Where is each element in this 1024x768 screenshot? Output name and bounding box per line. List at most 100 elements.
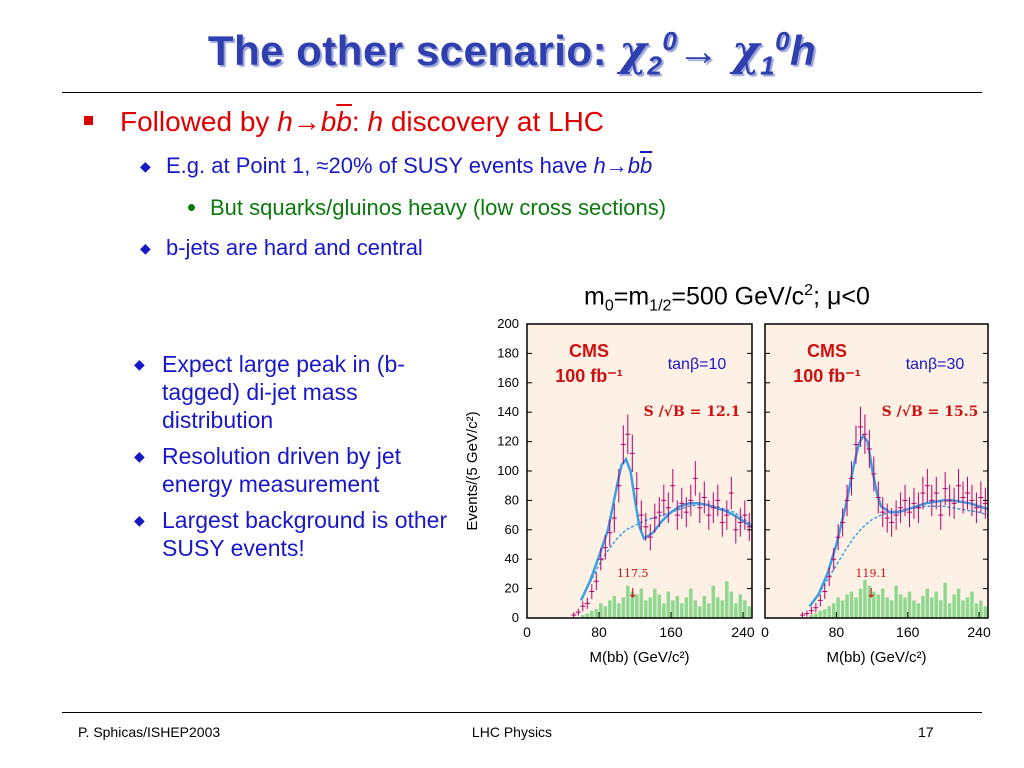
bullet-2-arrow: → — [605, 153, 628, 178]
luminosity-label: 100 fb⁻¹ — [555, 366, 623, 386]
histogram-bar — [693, 600, 698, 618]
x-axis-label: M(bb) (GeV/c²) — [589, 649, 689, 666]
title-sup-0b: 0 — [775, 26, 791, 56]
title-sub-1: 1 — [760, 50, 776, 81]
slide-title: The other scenario: χ20→ χ10h — [0, 26, 1024, 81]
tanbeta-label: tanβ=10 — [668, 356, 727, 373]
chart-heading: m0=m1/2=500 GeV/c2; μ<0 — [584, 282, 870, 315]
histogram-bar — [930, 597, 934, 618]
histogram-bar — [734, 603, 738, 618]
histogram-bar — [854, 597, 858, 618]
y-axis-label: Events/(5 GeV/c²) — [464, 411, 481, 530]
bullet-2-b: b — [627, 153, 640, 178]
title-chi-2: χ — [731, 26, 761, 75]
significance-label: S /√B = 15.5 — [882, 404, 979, 420]
left-bullet-list: ◆ Expect large peak in (b-tagged) di-jet … — [134, 350, 472, 570]
cms-label: CMS — [569, 341, 609, 361]
histogram-bar — [925, 588, 930, 618]
bullet-2-text: E.g. at Point 1, ≈20% of SUSY events hav… — [166, 153, 594, 178]
histogram-bar — [907, 591, 912, 618]
histogram-bar — [644, 600, 648, 618]
histogram-bar — [716, 597, 720, 618]
histogram-bar — [585, 613, 590, 618]
peak-arrow-icon: ↓ — [866, 586, 877, 601]
x-tick-label: 240 — [967, 624, 991, 640]
cms-label: CMS — [807, 341, 847, 361]
y-tick-label: 60 — [505, 522, 519, 537]
y-tick-label: 0 — [512, 610, 519, 625]
bullet-1: Followed by h→bb: h discovery at LHC — [84, 106, 604, 138]
histogram-bar — [916, 603, 921, 618]
histogram-bar — [747, 606, 752, 618]
footer-center: LHC Physics — [471, 724, 553, 740]
bullet-2-bbar: b — [639, 153, 653, 178]
title-sup-0a: 0 — [662, 26, 678, 56]
diamond-bullet-icon: ◆ — [134, 512, 145, 528]
bullet-1-colon: : — [351, 106, 368, 137]
histogram-bar — [867, 585, 872, 618]
left-item-3: ◆ Largest background is other SUSY events… — [134, 506, 472, 562]
signal-fit-curve — [579, 456, 753, 601]
peak-mass-label: 119.1 — [855, 567, 887, 580]
peak-arrow-icon: ↓ — [627, 586, 638, 601]
left-item-2: ◆ Resolution driven by jet energy measure… — [134, 442, 472, 498]
histogram-bar — [809, 615, 814, 618]
histogram-bar — [671, 600, 675, 618]
histogram-bar — [675, 595, 680, 618]
histogram-bar — [894, 585, 898, 618]
histogram-bar — [689, 588, 693, 618]
histogram-bar — [863, 579, 867, 618]
histogram-bar — [956, 588, 961, 618]
title-sub-2: 2 — [647, 50, 663, 81]
footer-rule — [62, 712, 982, 713]
y-tick-label: 20 — [505, 581, 519, 596]
title-arrow: → — [677, 27, 732, 74]
histogram-bar — [952, 594, 956, 618]
histogram-bar — [979, 600, 983, 618]
histogram-bar — [707, 603, 711, 618]
histogram-bar — [934, 591, 938, 618]
histogram-bar — [662, 603, 666, 618]
heading-tail: ; μ<0 — [813, 282, 870, 311]
title-rule — [62, 92, 982, 93]
histogram-bar — [603, 606, 608, 618]
bullet-1-arrow: → — [292, 106, 321, 137]
y-tick-label: 160 — [497, 375, 519, 390]
bullet-3-text: But squarks/gluinos heavy (low cross sec… — [210, 195, 667, 220]
histogram-bar — [840, 600, 845, 618]
histogram-bar — [974, 603, 979, 618]
x-tick-label: 160 — [659, 624, 683, 640]
heading-m: m — [584, 282, 605, 311]
histogram-bar — [720, 600, 725, 618]
x-tick-label: 80 — [829, 624, 845, 640]
footer-page-number: 17 — [918, 724, 934, 740]
histogram-bar — [612, 595, 617, 618]
bullet-1-h2: h — [367, 106, 384, 137]
histogram-bar — [599, 603, 603, 618]
y-tick-label: 200 — [497, 316, 519, 331]
bullet-4: ◆ b-jets are hard and central — [140, 235, 423, 261]
histogram-bar — [818, 610, 823, 618]
y-tick-label: 120 — [497, 434, 519, 449]
histogram-bar — [626, 585, 630, 618]
diamond-bullet-icon: ◆ — [140, 158, 151, 174]
histogram-bar — [876, 594, 881, 618]
histogram-bar — [849, 591, 854, 618]
heading-sub-0: 0 — [604, 297, 614, 315]
bullet-3: But squarks/gluinos heavy (low cross sec… — [188, 195, 667, 221]
left-item-text: Resolution driven by jet energy measurem… — [162, 443, 402, 497]
histogram-bar — [885, 597, 889, 618]
histogram-bar — [639, 588, 644, 618]
histogram-bar — [970, 591, 974, 618]
heading-sup-2: 2 — [804, 282, 814, 299]
y-tick-label: 80 — [505, 492, 519, 507]
y-tick-label: 140 — [497, 404, 519, 419]
histogram-bar — [947, 603, 952, 618]
background-fit-curve — [580, 504, 753, 601]
bullet-1-text-a: Followed by — [120, 106, 278, 137]
histogram-bar — [648, 597, 653, 618]
histogram-bar — [898, 594, 903, 618]
left-item-1: ◆ Expect large peak in (b-tagged) di-jet … — [134, 350, 472, 434]
histogram-bar — [594, 609, 599, 618]
histogram-bar — [657, 594, 662, 618]
